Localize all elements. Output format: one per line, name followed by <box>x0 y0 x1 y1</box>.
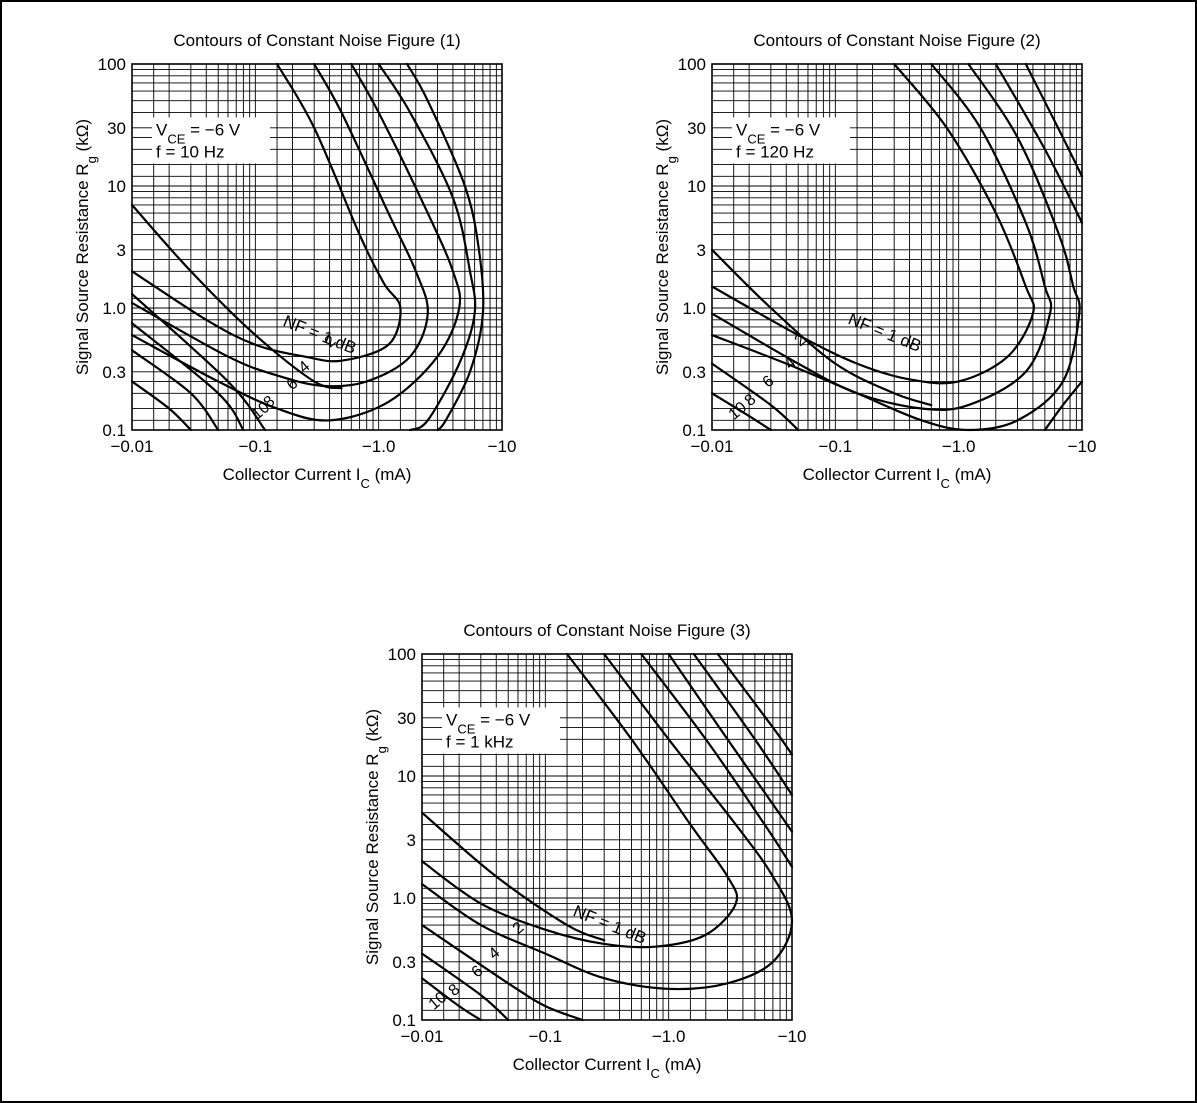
y-tick-label: 10 <box>687 177 706 196</box>
x-tick-label: −1.0 <box>362 437 396 456</box>
vce-condition: VCE = −6 V <box>156 120 241 146</box>
x-tick-label: −10 <box>1068 437 1097 456</box>
contour-nf-2 <box>710 62 1053 412</box>
y-tick-label: 3 <box>697 241 706 260</box>
y-tick-label: 3 <box>117 241 126 260</box>
contour-nf-10_e <box>130 203 343 390</box>
y-tick-label: 0.1 <box>102 421 126 440</box>
frequency-condition: f = 10 Hz <box>156 142 225 161</box>
contour-nf-10_b <box>420 977 482 1022</box>
x-tick-label: −0.01 <box>690 437 733 456</box>
x-axis-label: Collector Current IC (mA) <box>223 465 412 491</box>
contour-nf-10_a <box>716 652 794 756</box>
contour-nf-6 <box>667 652 794 833</box>
x-tick-label: −0.01 <box>400 1027 443 1046</box>
x-tick-label: −1.0 <box>942 437 976 456</box>
y-tick-label: 1.0 <box>102 299 126 318</box>
contour-nf-8 <box>692 652 794 796</box>
chart-title: Contours of Constant Noise Figure (1) <box>173 31 460 50</box>
x-tick-label: −10 <box>488 437 517 456</box>
y-tick-label: 0.3 <box>392 953 416 972</box>
x-tick-label: −0.1 <box>819 437 853 456</box>
contour-nf-1 <box>130 62 402 363</box>
x-axis-label: Collector Current IC (mA) <box>513 1055 702 1081</box>
contour-nf-10_a <box>710 392 772 432</box>
x-tick-label: −0.01 <box>110 437 153 456</box>
y-axis-label: Signal Source Resistance Rg (kΩ) <box>653 119 679 375</box>
conditions-background <box>732 117 850 164</box>
contour-value-label: 4 <box>486 944 504 963</box>
vce-condition: VCE = −6 V <box>736 120 821 146</box>
contour-nf-6 <box>377 62 477 432</box>
y-tick-label: 3 <box>407 831 416 850</box>
contour-nf-10_d <box>130 292 267 432</box>
y-tick-label: 0.3 <box>102 363 126 382</box>
contour-nf-1 <box>420 652 739 949</box>
contours <box>130 62 485 432</box>
frequency-condition: f = 1 kHz <box>446 732 514 751</box>
y-tick-label: 30 <box>397 709 416 728</box>
contour-nf-10_c <box>710 248 933 407</box>
y-tick-label: 100 <box>388 645 416 664</box>
y-axis-label: Signal Source Resistance Rg (kΩ) <box>363 709 389 965</box>
contour-nf-10_b <box>130 349 220 432</box>
contour-nf-10_c <box>420 952 510 1022</box>
y-tick-label: 10 <box>397 767 416 786</box>
y-tick-label: 30 <box>107 119 126 138</box>
noise-figure-chart-3: Contours of Constant Noise Figure (3) −0.… <box>363 621 807 1081</box>
y-tick-label: 30 <box>687 119 706 138</box>
chart-title: Contours of Constant Noise Figure (2) <box>753 31 1040 50</box>
contour-value-label: 6 <box>284 375 302 394</box>
vce-condition: VCE = −6 V <box>446 710 531 736</box>
contour-nf-4 <box>130 62 462 422</box>
noise-figure-chart-2: Contours of Constant Noise Figure (2) −0.… <box>653 31 1097 491</box>
contour-nf-8 <box>405 62 485 432</box>
contour-nf-4 <box>640 652 794 868</box>
contour-nf-4 <box>710 62 1081 432</box>
x-tick-label: −0.1 <box>529 1027 563 1046</box>
x-tick-label: −1.0 <box>652 1027 686 1046</box>
x-tick-label: −10 <box>778 1027 807 1046</box>
contour-nf-2 <box>420 652 794 991</box>
plot-border <box>421 653 793 1021</box>
grid <box>711 64 1082 431</box>
x-axis-label: Collector Current IC (mA) <box>803 465 992 491</box>
contour-value-label: 10 <box>426 989 451 1014</box>
plot-border <box>711 63 1083 431</box>
contour-nf-10_a <box>130 380 192 432</box>
x-tick-label: −0.1 <box>239 437 273 456</box>
conditions-background <box>152 117 270 164</box>
contour-nf-6 <box>994 62 1084 224</box>
contour-nf-1 <box>710 62 1036 385</box>
contour-nf-2 <box>130 62 429 388</box>
y-tick-label: 100 <box>678 55 706 74</box>
chart-title: Contours of Constant Noise Figure (3) <box>463 621 750 640</box>
y-tick-label: 0.1 <box>392 1011 416 1030</box>
contours <box>710 62 1084 432</box>
contour-value-label: 4 <box>296 358 314 377</box>
noise-figure-chart-1: Contours of Constant Noise Figure (1) −0.… <box>73 31 517 491</box>
conditions-background <box>442 707 560 754</box>
y-tick-label: 0.1 <box>682 421 706 440</box>
contour-nf-10_d <box>1043 380 1084 432</box>
contour-nf-10_c <box>130 322 245 432</box>
y-tick-label: 10 <box>107 177 126 196</box>
contour-nf-8 <box>1024 62 1084 178</box>
contour-nf-10_e <box>420 811 606 942</box>
contour-nf-10_d <box>420 923 584 1022</box>
y-axis-label: Signal Source Resistance Rg (kΩ) <box>73 119 99 375</box>
contour-nf-10_b <box>710 362 800 432</box>
y-tick-label: 0.3 <box>682 363 706 382</box>
y-tick-label: 100 <box>98 55 126 74</box>
grid <box>421 654 792 1021</box>
y-tick-label: 1.0 <box>392 889 416 908</box>
plot-border <box>131 63 503 431</box>
contours <box>420 652 794 1022</box>
frequency-condition: f = 120 Hz <box>736 142 814 161</box>
y-tick-label: 1.0 <box>682 299 706 318</box>
